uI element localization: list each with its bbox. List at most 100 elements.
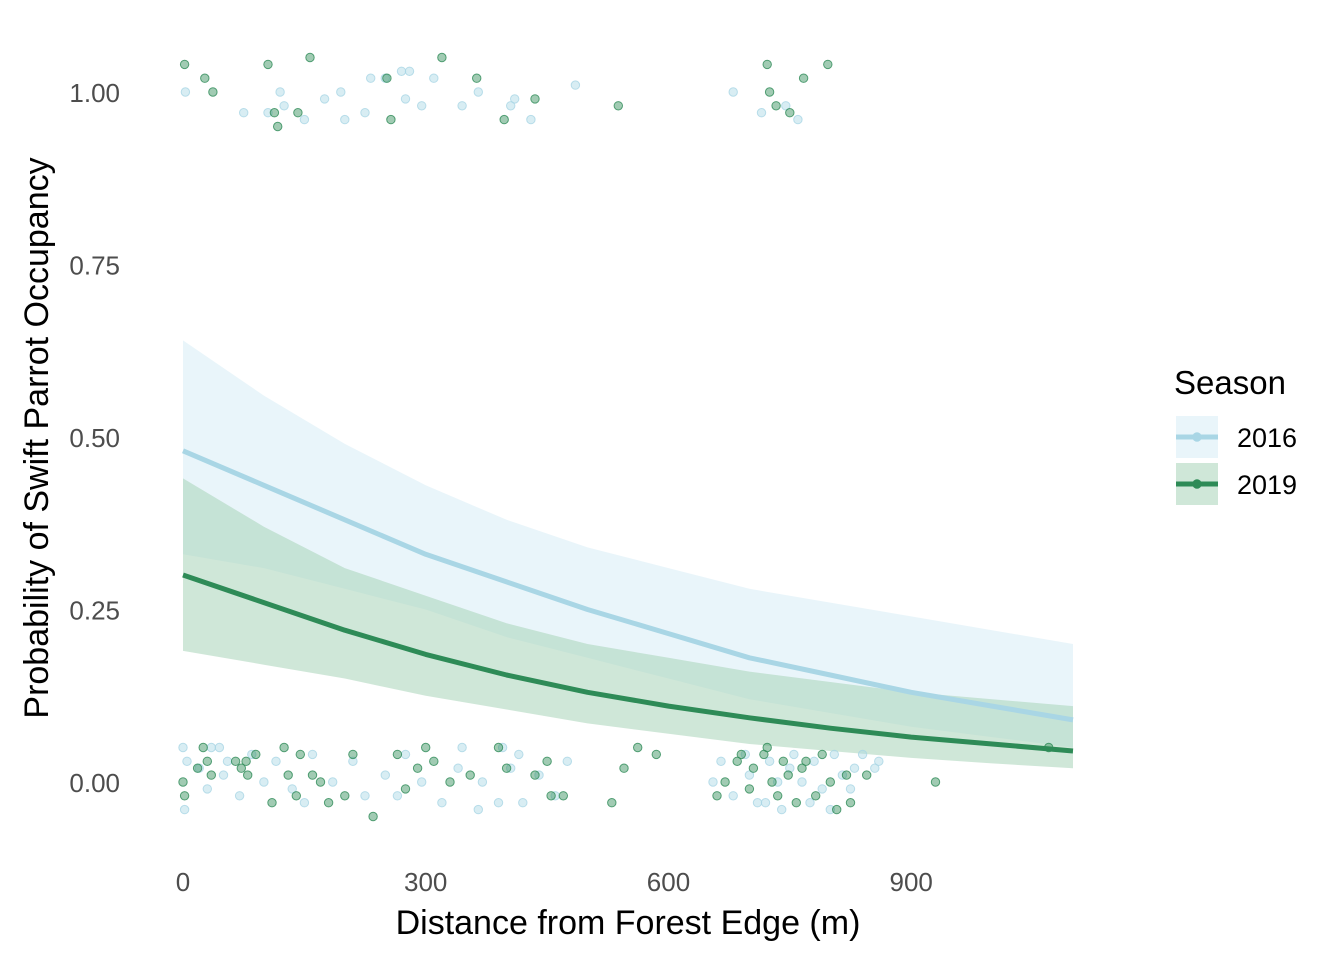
y-axis-label: Probability of Swift Parrot Occupancy	[18, 157, 56, 718]
point-2019-9	[386, 114, 396, 125]
point-2019-24	[198, 742, 208, 753]
point-2019-54	[546, 791, 556, 801]
legend-dot-2016	[1192, 432, 1202, 442]
point-2019-59	[651, 749, 661, 760]
y-tick-label: 1.00	[69, 78, 120, 108]
point-2016-5	[299, 114, 310, 125]
point-2016-62	[562, 756, 572, 766]
point-2016-35	[222, 756, 233, 766]
point-2016-54	[477, 777, 488, 787]
point-2016-3	[275, 87, 285, 97]
point-2016-40	[287, 784, 297, 794]
point-2019-81	[862, 770, 872, 780]
point-2019-2	[208, 87, 218, 97]
point-2019-43	[392, 749, 403, 760]
point-2019-32	[267, 798, 277, 808]
point-2019-46	[421, 742, 431, 753]
point-2019-82	[930, 777, 941, 787]
point-2016-48	[400, 749, 411, 760]
point-2016-27	[178, 742, 188, 753]
point-2019-76	[817, 749, 827, 760]
point-2016-45	[360, 791, 370, 801]
point-2019-50	[493, 742, 504, 753]
point-2019-20	[823, 59, 833, 70]
point-2016-47	[392, 791, 403, 801]
point-2019-27	[230, 756, 241, 766]
point-2016-67	[744, 770, 755, 780]
point-2016-51	[453, 763, 463, 773]
point-2019-26	[206, 770, 217, 780]
legend-dot-2019	[1192, 479, 1202, 489]
point-2019-34	[283, 770, 293, 780]
point-2019-31	[251, 749, 261, 760]
point-2016-46	[380, 770, 390, 780]
point-2019-23	[192, 763, 203, 773]
x-tick-label: 900	[890, 867, 933, 897]
point-2016-52	[457, 742, 467, 753]
point-2019-10	[437, 52, 447, 63]
point-2016-20	[510, 94, 520, 104]
point-2019-80	[845, 798, 856, 808]
point-2019-64	[744, 784, 755, 794]
point-2019-22	[179, 791, 190, 801]
point-2019-58	[633, 742, 643, 753]
point-2016-31	[202, 784, 213, 794]
point-2019-13	[530, 94, 540, 104]
point-2019-15	[762, 59, 772, 70]
point-2019-57	[619, 763, 629, 773]
point-2016-58	[514, 749, 524, 760]
point-2016-50	[437, 798, 447, 808]
point-2016-79	[825, 804, 835, 815]
point-2019-51	[501, 763, 512, 773]
point-2019-68	[767, 777, 777, 787]
point-2016-14	[404, 66, 415, 77]
point-2019-70	[778, 756, 788, 766]
point-2019-48	[445, 777, 455, 787]
point-2019-71	[783, 770, 793, 780]
point-2019-18	[785, 108, 795, 118]
point-2016-42	[307, 749, 318, 760]
point-2016-68	[752, 798, 763, 808]
point-2019-14	[613, 101, 623, 111]
point-2019-49	[465, 770, 475, 780]
point-2016-44	[348, 756, 358, 766]
point-2019-17	[771, 101, 781, 111]
point-2019-37	[307, 770, 318, 780]
point-2016-2	[263, 108, 273, 118]
point-2016-39	[271, 756, 281, 766]
point-2016-8	[340, 114, 350, 125]
point-2016-86	[874, 756, 884, 766]
point-2019-19	[798, 73, 809, 83]
point-2019-78	[832, 804, 842, 815]
point-2016-55	[493, 798, 504, 808]
point-2016-77	[809, 756, 819, 766]
point-2019-73	[797, 763, 807, 773]
point-2019-61	[720, 777, 730, 787]
point-2016-26	[793, 114, 803, 125]
legend: Season 2016 2019	[1174, 364, 1297, 505]
y-tick-label: 0.75	[69, 251, 120, 281]
point-2016-33	[214, 742, 225, 753]
point-2016-28	[179, 804, 190, 815]
point-2019-40	[340, 791, 350, 801]
point-2016-85	[870, 763, 880, 773]
x-axis-ticks: 0 300 600 900	[176, 867, 933, 897]
fit-line-2016	[182, 448, 1074, 723]
point-2019-56	[607, 798, 617, 808]
point-2016-64	[716, 756, 726, 766]
point-2019-53	[542, 756, 552, 766]
x-tick-label: 300	[404, 867, 447, 897]
point-2016-24	[756, 108, 767, 118]
point-2016-75	[797, 777, 807, 787]
point-2016-22	[570, 80, 581, 90]
point-2019-69	[773, 791, 783, 801]
point-2016-65	[728, 791, 738, 801]
point-2016-36	[234, 791, 245, 801]
point-2016-83	[849, 763, 860, 773]
point-2016-15	[417, 101, 427, 111]
legend-label-2019: 2019	[1237, 470, 1297, 500]
point-2019-65	[748, 763, 759, 773]
point-2016-59	[518, 798, 528, 808]
point-2016-63	[708, 777, 718, 787]
fit-lines	[182, 448, 1074, 754]
